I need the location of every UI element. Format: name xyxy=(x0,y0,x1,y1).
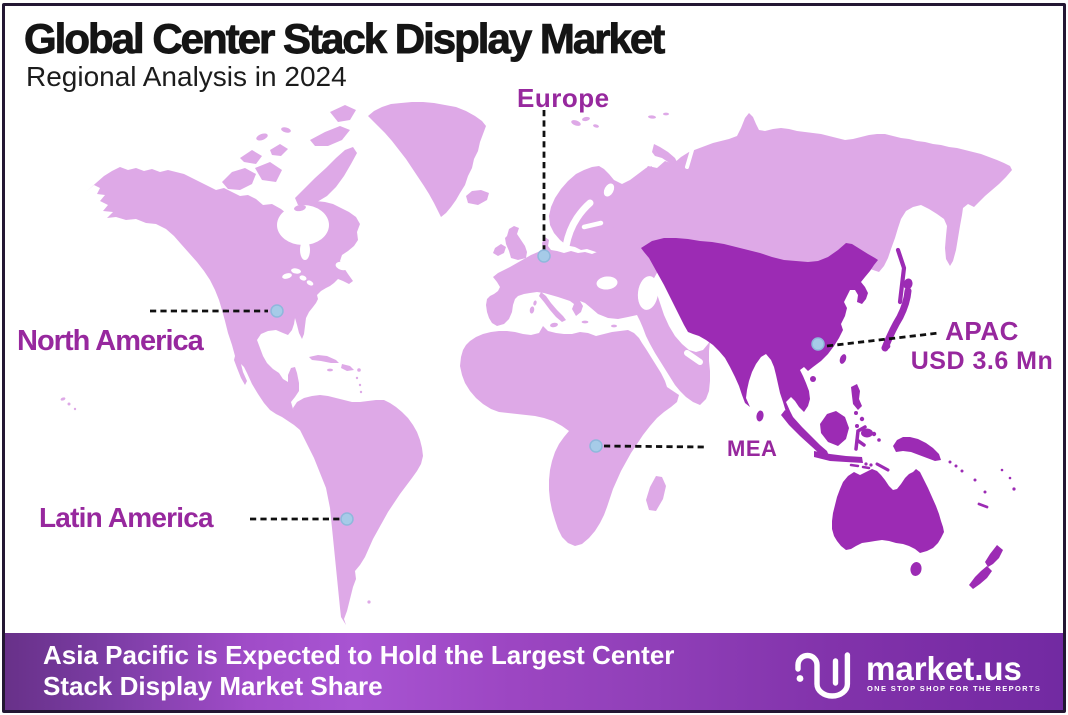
svg-text:market.us: market.us xyxy=(866,650,1022,687)
svg-text:ONE STOP SHOP FOR THE REPORTS: ONE STOP SHOP FOR THE REPORTS xyxy=(867,684,1041,693)
